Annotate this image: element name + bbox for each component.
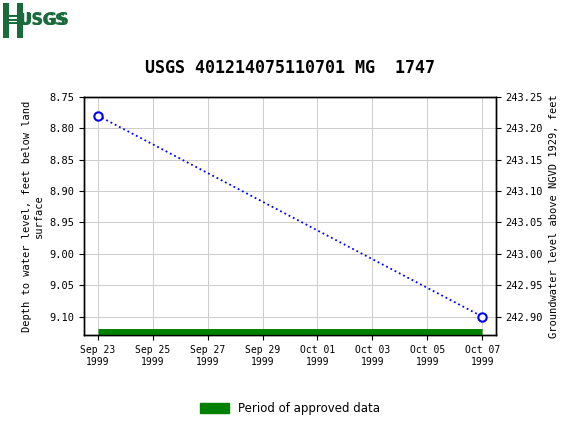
Bar [3, 3, 84, 37]
Bar [10, 3, 16, 37]
Bar [3, 3, 9, 37]
Text: USGS: USGS [20, 13, 67, 28]
Y-axis label: Depth to water level, feet below land
surface: Depth to water level, feet below land su… [22, 101, 44, 332]
Text: USGS 401214075110701 MG  1747: USGS 401214075110701 MG 1747 [145, 59, 435, 77]
Text: ≡USGS: ≡USGS [5, 12, 70, 29]
Y-axis label: Groundwater level above NGVD 1929, feet: Groundwater level above NGVD 1929, feet [549, 94, 559, 338]
Legend: Period of approved data: Period of approved data [195, 397, 385, 420]
Bar [17, 3, 23, 37]
